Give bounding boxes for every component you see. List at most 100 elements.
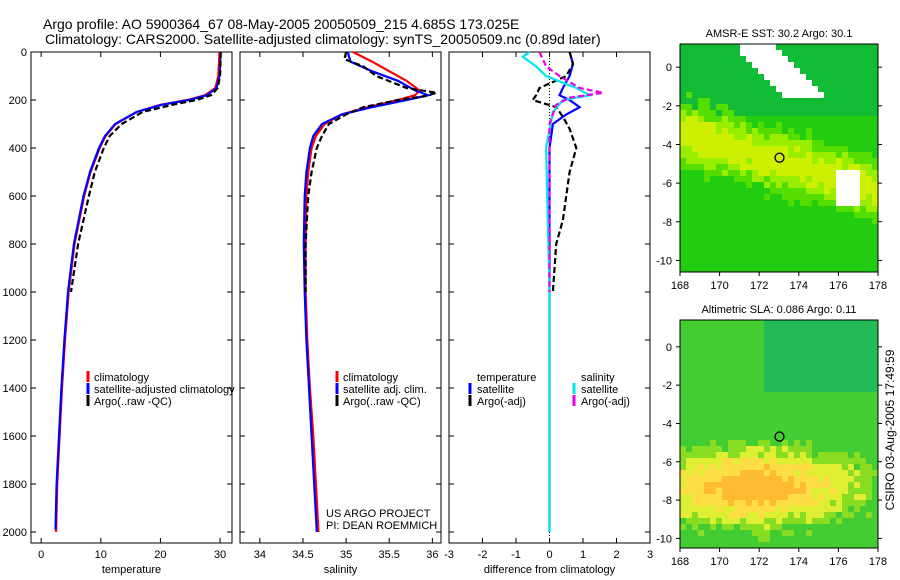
map-cell: [716, 458, 722, 464]
map-cell: [860, 404, 866, 410]
map-cell: [818, 500, 824, 506]
map-cell: [710, 326, 716, 332]
map-cell: [722, 518, 728, 524]
map-cell: [848, 140, 854, 146]
map-cell: [860, 146, 866, 152]
map-cell: [722, 230, 728, 236]
map-cell: [872, 224, 878, 230]
map-cell: [848, 368, 854, 374]
map-cell: [872, 68, 878, 74]
map-cell: [740, 212, 746, 218]
map-cell: [842, 170, 848, 176]
map-cell: [800, 254, 806, 260]
map-cell: [842, 446, 848, 452]
map-cell: [740, 188, 746, 194]
map-cell: [860, 440, 866, 446]
map-cell: [800, 530, 806, 536]
map-cell: [794, 50, 800, 56]
map-cell: [842, 410, 848, 416]
map-cell: [854, 536, 860, 542]
map-cell: [776, 122, 782, 128]
map-cell: [740, 350, 746, 356]
map-cell: [686, 266, 692, 272]
map-cell: [758, 422, 764, 428]
map-title: AMSR-E SST: 30.2 Argo: 30.1: [706, 28, 853, 40]
map-cell: [686, 104, 692, 110]
map-cell: [788, 392, 794, 398]
map-cell: [794, 212, 800, 218]
map-cell: [710, 458, 716, 464]
map-cell: [734, 494, 740, 500]
map-cell: [866, 416, 872, 422]
map-cell: [824, 440, 830, 446]
map-cell: [788, 68, 794, 74]
map-cell: [680, 68, 686, 74]
map-cell: [812, 182, 818, 188]
map-cell: [848, 56, 854, 62]
map-cell: [704, 98, 710, 104]
map-cell: [830, 182, 836, 188]
map-cell: [746, 266, 752, 272]
map-cell: [770, 128, 776, 134]
map-cell: [866, 470, 872, 476]
map-cell: [746, 416, 752, 422]
map-cell: [746, 458, 752, 464]
map-cell: [860, 452, 866, 458]
map-cell: [764, 410, 770, 416]
map-cell: [776, 248, 782, 254]
map-cell: [842, 524, 848, 530]
map-cell: [770, 230, 776, 236]
panel-frame: [30, 51, 233, 544]
map-cell: [716, 218, 722, 224]
map-cell: [746, 92, 752, 98]
map-cell: [836, 458, 842, 464]
map-cell: [746, 362, 752, 368]
map-cell: [764, 248, 770, 254]
map-cell: [770, 542, 776, 548]
map-cell: [866, 380, 872, 386]
map-cell: [722, 428, 728, 434]
map-cell: [866, 536, 872, 542]
map-cell: [764, 200, 770, 206]
map-cell: [854, 494, 860, 500]
map-cell: [686, 200, 692, 206]
map-cell: [854, 344, 860, 350]
map-cell: [806, 482, 812, 488]
map-cell: [824, 122, 830, 128]
map-cell: [782, 386, 788, 392]
map-cell: [818, 86, 824, 92]
map-cell: [776, 470, 782, 476]
map-cell: [806, 140, 812, 146]
map-cell: [704, 56, 710, 62]
map-cell: [830, 530, 836, 536]
map-cell: [716, 242, 722, 248]
map-cell: [764, 158, 770, 164]
series-line-argo-raw-qc-: [69, 51, 222, 293]
map-cell: [740, 344, 746, 350]
map-cell: [782, 356, 788, 362]
map-cell: [866, 140, 872, 146]
map-cell: [848, 254, 854, 260]
map-cell: [710, 518, 716, 524]
map-cell: [794, 152, 800, 158]
map-cell: [788, 224, 794, 230]
series-line-satellite-adjusted-climatology: [54, 51, 222, 530]
map-cell: [788, 452, 794, 458]
map-cell: [842, 242, 848, 248]
map-cell: [722, 386, 728, 392]
map-cell: [740, 200, 746, 206]
map-cell: [836, 434, 842, 440]
map-cell: [860, 158, 866, 164]
map-cell: [800, 446, 806, 452]
map-cell: [734, 110, 740, 116]
map-cell: [800, 212, 806, 218]
map-cell: [752, 338, 758, 344]
map-cell: [752, 158, 758, 164]
map-cell: [860, 374, 866, 380]
map-cell: [776, 230, 782, 236]
map-cell: [830, 380, 836, 386]
map-cell: [824, 86, 830, 92]
map-cell: [842, 260, 848, 266]
map-cell: [752, 428, 758, 434]
map-cell: [776, 80, 782, 86]
